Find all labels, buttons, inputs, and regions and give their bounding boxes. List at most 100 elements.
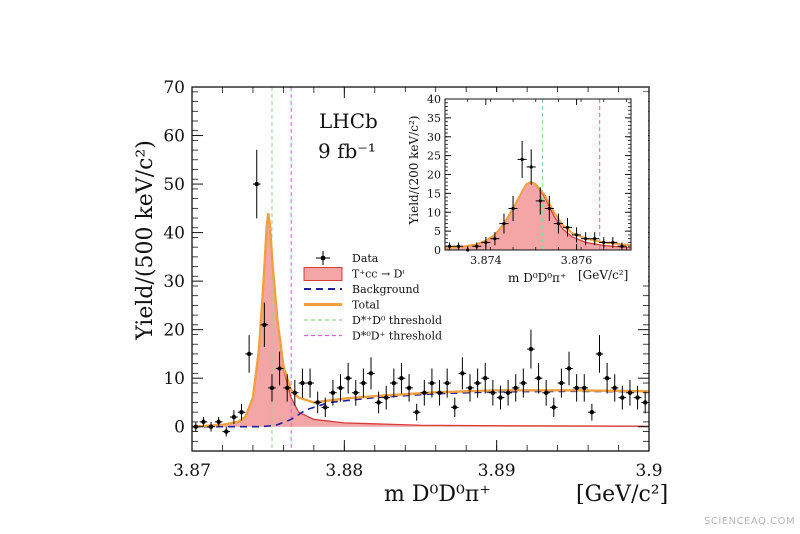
data-point — [504, 379, 512, 406]
inset-y-tick-label: 35 — [427, 112, 441, 125]
data-point — [527, 329, 535, 369]
data-point — [618, 385, 627, 410]
inset-data-point — [581, 232, 591, 246]
y-tick-label: 30 — [163, 272, 185, 292]
data-point — [580, 374, 589, 402]
inset-data-point — [608, 237, 618, 248]
total-curve — [191, 213, 650, 428]
data-point — [511, 374, 520, 402]
data-point — [588, 403, 596, 421]
inset-data-point — [490, 232, 500, 246]
y-tick-label: 50 — [163, 175, 185, 195]
background-curve — [192, 390, 650, 428]
inset-y-tick-label: 0 — [434, 244, 441, 257]
y-tick-label: 20 — [163, 321, 185, 341]
luminosity-label: 9 fb⁻¹ — [318, 139, 376, 163]
data-point — [374, 391, 383, 414]
inset-x-tick: 3.876 — [561, 99, 593, 267]
legend-entry-threshold1: D*⁺D⁰ threshold — [304, 314, 442, 327]
inset-data-point — [599, 237, 609, 248]
data-point — [397, 362, 406, 394]
inset-y-tick-label: 30 — [427, 131, 441, 144]
data-point — [329, 379, 337, 406]
legend-entry-total: Total — [304, 299, 380, 312]
legend-entry-background: Background — [304, 283, 420, 296]
data-point — [443, 368, 451, 398]
y-tick-label: 60 — [163, 127, 185, 147]
inset-x-tick-label: 3.876 — [561, 254, 593, 267]
inset-y-tick-label: 25 — [427, 150, 441, 163]
legend-entry-data: Data — [316, 251, 379, 265]
inset-data-point — [553, 213, 563, 234]
inset-x-axis-unit: [GeV/c²] — [578, 268, 628, 282]
data-point — [420, 379, 429, 406]
inset-x-tick-label: 3.874 — [470, 254, 502, 267]
data-point — [336, 374, 345, 402]
inset-data-point — [472, 242, 482, 250]
data-point — [298, 368, 307, 398]
legend-key-signal — [303, 267, 343, 281]
data-point — [283, 374, 292, 402]
data-point — [534, 362, 543, 394]
legend-label-data: Data — [352, 252, 379, 265]
data-point — [565, 351, 573, 386]
x-tick-label: 3.89 — [478, 461, 516, 481]
legend-key-data — [316, 251, 330, 265]
data-point — [412, 403, 421, 421]
x-tick-label: 3.88 — [325, 461, 363, 481]
inset-y-tick-label: 15 — [427, 187, 441, 200]
inset-y-axis-label: Yield/(200 keV/c²) — [407, 116, 421, 226]
data-point — [306, 368, 314, 398]
inset-data-point — [535, 187, 545, 215]
x-tick-label: 3.87 — [173, 461, 211, 481]
inset-data-point — [517, 140, 527, 178]
x-axis-label: m D⁰D⁰π⁺ — [384, 482, 491, 507]
inset-data-point — [526, 149, 536, 185]
y-axis-label: Yield/(500 keV/c²) — [133, 140, 158, 341]
data-point — [230, 410, 238, 424]
data-point — [458, 357, 467, 390]
data-point — [572, 374, 581, 402]
data-point — [450, 397, 459, 418]
data-point — [260, 302, 269, 348]
y-tick-label: 70 — [163, 78, 185, 98]
y-tick-label: 10 — [163, 369, 185, 389]
y-tick: 0 — [174, 418, 649, 438]
inset-y-tick-label: 5 — [434, 225, 441, 238]
data-point — [595, 335, 604, 373]
inset-data-point — [454, 242, 464, 250]
data-point — [245, 335, 253, 373]
data-point — [428, 368, 436, 398]
legend-label-background: Background — [352, 283, 420, 296]
inset-x-tick: 3.874 — [470, 99, 502, 267]
data-point — [435, 379, 444, 406]
data-point — [382, 385, 391, 410]
data-point — [222, 426, 231, 437]
data-point — [321, 397, 330, 418]
inset-data-point — [617, 242, 627, 250]
data-point — [549, 397, 558, 418]
main-plot-frame — [191, 86, 650, 452]
inset-y-tick-label: 20 — [427, 169, 441, 182]
experiment-label: LHCb — [319, 109, 378, 133]
data-point — [199, 417, 208, 427]
y-tick: 10 — [163, 369, 649, 389]
data-point — [252, 149, 261, 219]
data-point — [489, 379, 497, 406]
data-point — [466, 374, 474, 402]
data-point — [214, 417, 223, 427]
data-point — [496, 385, 505, 410]
data-point — [207, 421, 215, 432]
data-point — [367, 357, 375, 390]
legend-entry-threshold2: D*⁰D⁺ threshold — [304, 330, 442, 343]
data-point — [390, 368, 398, 398]
data-point — [313, 391, 322, 414]
data-point — [291, 379, 299, 406]
data-point — [473, 368, 482, 398]
inset-x-axis-label: m D⁰D⁰π⁺ — [508, 271, 566, 285]
data-point — [344, 362, 352, 394]
data-point — [405, 374, 413, 402]
